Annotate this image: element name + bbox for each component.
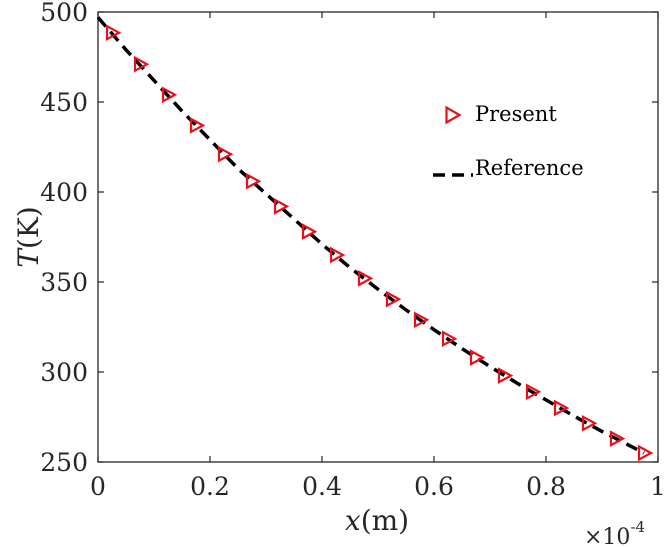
present-point xyxy=(609,430,626,447)
legend: Present Reference xyxy=(433,102,584,180)
present-point xyxy=(189,117,206,134)
y-tick-label: 500 xyxy=(40,0,88,27)
present-point xyxy=(273,198,290,215)
present-point xyxy=(217,145,234,163)
x-axis-label: x(m) xyxy=(345,504,409,537)
y-tick-label: 250 xyxy=(40,448,88,477)
present-point xyxy=(357,270,374,287)
present-point xyxy=(581,414,598,432)
plot-area xyxy=(97,11,659,463)
present-point xyxy=(441,330,458,348)
present-point xyxy=(469,349,486,366)
x-tick-label: 1 xyxy=(650,472,664,501)
present-point xyxy=(245,172,262,190)
x-axis-exponent: ×10-4 xyxy=(584,518,645,547)
present-point xyxy=(637,444,654,462)
present-point xyxy=(301,223,318,240)
x-ticks: 0 0.2 0.4 0.6 0.8 1 xyxy=(90,12,664,501)
present-point xyxy=(385,290,402,308)
x-tick-label: 0.4 xyxy=(302,472,342,501)
x-tick-label: 0.8 xyxy=(526,472,566,501)
y-tick-label: 350 xyxy=(40,268,88,297)
present-point xyxy=(161,86,178,104)
y-axis-label: T(K) xyxy=(12,206,45,267)
x-tick-label: 0 xyxy=(90,472,106,501)
y-tick-label: 400 xyxy=(40,178,88,207)
present-point xyxy=(133,55,150,73)
y-tick-label: 450 xyxy=(40,88,88,117)
x-tick-label: 0.2 xyxy=(190,472,230,501)
y-ticks: 250 300 350 400 450 500 xyxy=(40,0,658,477)
present-point xyxy=(525,383,542,401)
present-point xyxy=(105,24,122,42)
y-tick-label: 300 xyxy=(40,358,88,387)
x-tick-label: 0.6 xyxy=(414,472,454,501)
present-point xyxy=(497,367,514,384)
legend-label-present: Present xyxy=(475,102,557,126)
series-layer xyxy=(96,16,654,462)
present-point xyxy=(553,399,570,417)
legend-marker-present xyxy=(445,105,462,125)
present-point xyxy=(329,246,346,264)
legend-label-reference: Reference xyxy=(475,156,584,180)
present-point xyxy=(413,311,430,329)
